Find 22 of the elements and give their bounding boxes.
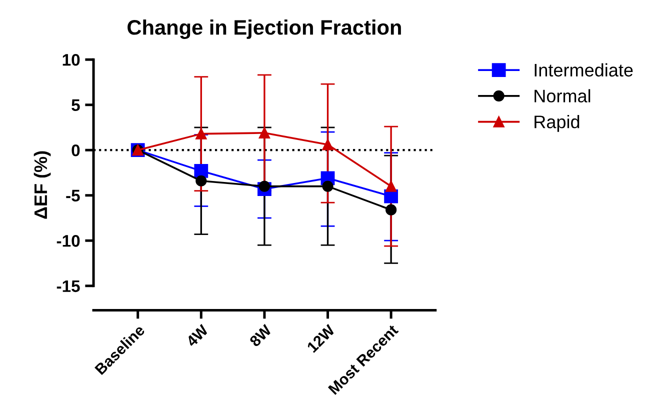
point — [258, 127, 270, 138]
chart-title: Change in Ejection Fraction — [128, 19, 401, 40]
point — [196, 128, 207, 140]
x-tick-label: 4W — [186, 324, 209, 348]
y-tick-label: -5 — [66, 190, 80, 202]
x-tick-label: 8W — [248, 324, 272, 348]
y-tick-label: 5 — [72, 99, 80, 112]
point — [386, 180, 397, 192]
y-tick-label: 10 — [62, 54, 80, 66]
y-tick-label: -15 — [56, 280, 80, 292]
point — [386, 204, 397, 216]
point — [322, 139, 334, 150]
point — [194, 164, 208, 178]
y-axis-title: ΔEF (%) — [34, 151, 51, 219]
point — [196, 175, 207, 186]
point — [322, 180, 334, 192]
point — [258, 180, 270, 192]
y-tick-label: -10 — [56, 235, 80, 247]
y-tick-label: 0 — [72, 144, 80, 156]
legend-label: Normal — [534, 89, 590, 102]
legend-label: Intermediate — [534, 63, 633, 77]
legend-label: Rapid — [534, 115, 580, 132]
